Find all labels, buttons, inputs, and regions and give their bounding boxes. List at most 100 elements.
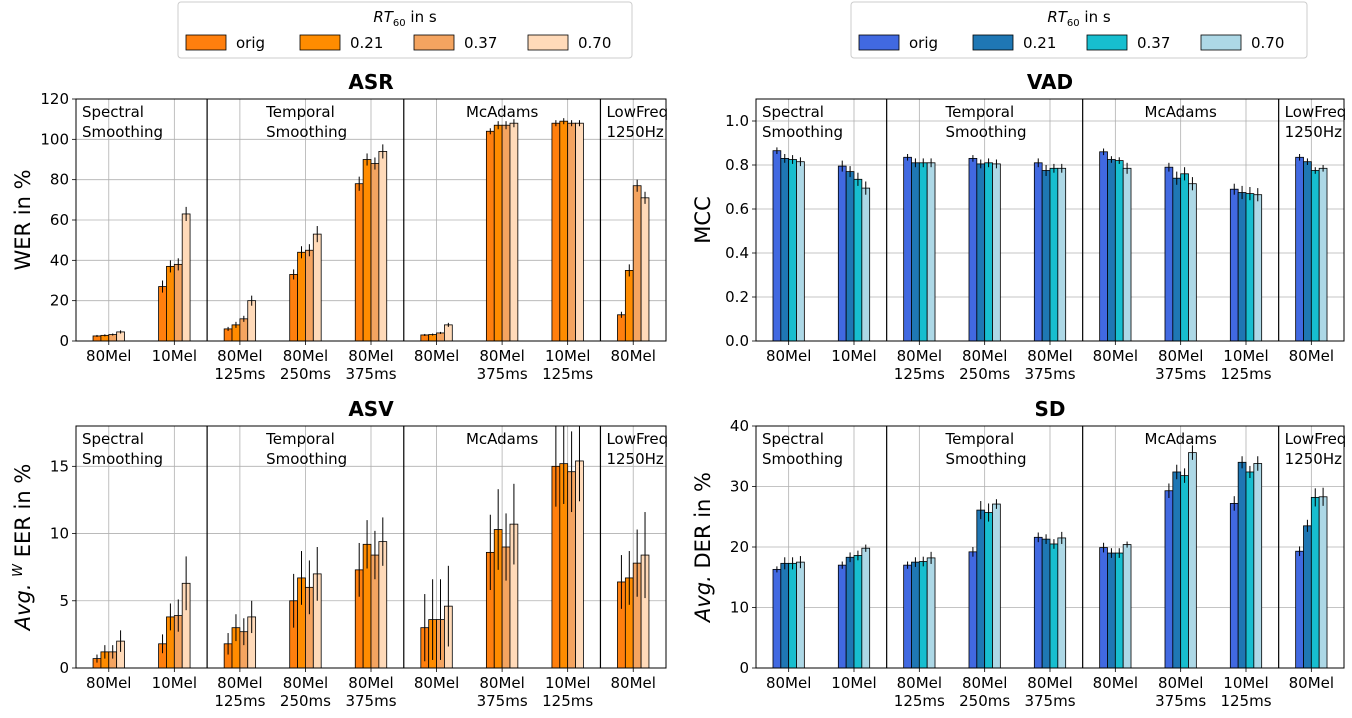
x-tick-label: 80Mel [611,347,656,365]
y-tick-label: 10 [50,525,69,543]
bar [436,332,445,341]
bar [1253,463,1263,668]
legend-label: 0.21 [1023,34,1056,52]
bar [788,562,797,668]
x-tick-label: 80Mel [1093,674,1138,692]
legend-label: 0.21 [350,34,383,52]
bar [1049,543,1059,668]
bar [992,163,1001,341]
bar [559,120,569,341]
bar [1180,173,1189,341]
bar [1172,471,1182,668]
section-label: LowFreq [1285,103,1347,121]
section-label: Temporal [265,430,335,448]
section-label: Spectral [762,103,824,121]
x-tick-label: 125ms [1220,365,1271,383]
y-tick-label: 10 [730,599,749,617]
bar [1188,183,1197,341]
x-tick-label: 80Mel [414,347,459,365]
bar [485,130,495,341]
x-tick-label: 250ms [280,692,331,710]
legend-title-rest: in s [1080,8,1111,26]
legend-label: orig [236,34,265,52]
section-label: Spectral [82,430,144,448]
bar [845,556,855,668]
y-tick-label: 0 [59,332,69,350]
bar [1107,552,1116,668]
bar [181,213,191,341]
legend-title-main: RT [373,8,394,26]
x-tick-label: 80Mel [1289,347,1334,365]
legend-swatch [858,34,900,51]
bar [788,159,797,341]
section-label: LowFreq [606,430,668,448]
bar [853,555,863,668]
bar [1188,452,1197,668]
x-tick-label: 80Mel [962,674,1007,692]
bar [1099,547,1108,668]
bar [1253,194,1263,341]
bar [509,122,519,341]
y-axis-label: Avg. W EER in % [11,464,35,633]
x-tick-label: 10Mel [152,674,197,692]
bar [976,509,986,668]
x-tick-label: 375ms [477,365,528,383]
y-tick-label: 40 [50,251,69,269]
bar [1237,192,1247,341]
x-tick-label: 375ms [1155,365,1206,383]
x-tick-label: 375ms [1024,365,1075,383]
legend-title-rest: in s [406,8,437,26]
x-tick-label: 375ms [345,692,396,710]
legend-swatch [527,34,569,51]
y-tick-label: 0 [739,659,749,677]
y-label-sup: W [11,563,26,577]
y-tick-label: 100 [40,130,69,148]
bar [984,512,993,668]
bar [1310,496,1320,668]
legend: RT60 in s orig 0.21 0.37 0.70 [850,1,1308,59]
section-label: Spectral [82,103,144,121]
y-tick-label: 15 [50,457,69,475]
legend: RT60 in s orig 0.21 0.37 0.70 [177,1,633,59]
bar [837,165,847,341]
section-label: Temporal [944,103,1014,121]
x-tick-label: 80Mel [479,347,524,365]
bar [992,503,1001,668]
section-label: 1250Hz [1285,450,1342,468]
bar [444,324,453,341]
legend-title-main: RT [1047,8,1068,26]
bar [845,171,855,341]
bar [918,162,928,341]
x-tick-label: 125ms [542,365,593,383]
legend-swatch [1200,34,1242,51]
x-tick-label: 375ms [1024,692,1075,710]
bar [780,562,790,668]
bar [1229,188,1239,341]
legend-title-sub: 60 [393,18,406,29]
bar [632,185,642,341]
bar [1057,537,1067,668]
x-tick-label: 80Mel [766,347,811,365]
axes-frame [75,425,667,669]
section-label: McAdams [1145,430,1218,448]
bar [624,270,634,341]
legend-label: 0.70 [578,34,611,52]
bar [780,157,790,341]
section-label: 1250Hz [606,123,663,141]
bar [903,564,912,668]
y-axis-label: MCC [691,196,715,243]
section-label: LowFreq [1285,430,1347,448]
x-tick-label: 10Mel [545,674,590,692]
bar [1099,151,1108,341]
section-label: McAdams [466,430,539,448]
y-tick-label: 5 [59,592,69,610]
x-tick-label: 80Mel [897,347,942,365]
bar [1033,162,1043,341]
section-label: Smoothing [266,450,347,468]
x-tick-label: 125ms [542,692,593,710]
bar [984,162,993,341]
y-label-rest: DER in % [691,472,715,568]
x-tick-label: 80Mel [217,347,262,365]
legend-frame [850,1,1308,59]
